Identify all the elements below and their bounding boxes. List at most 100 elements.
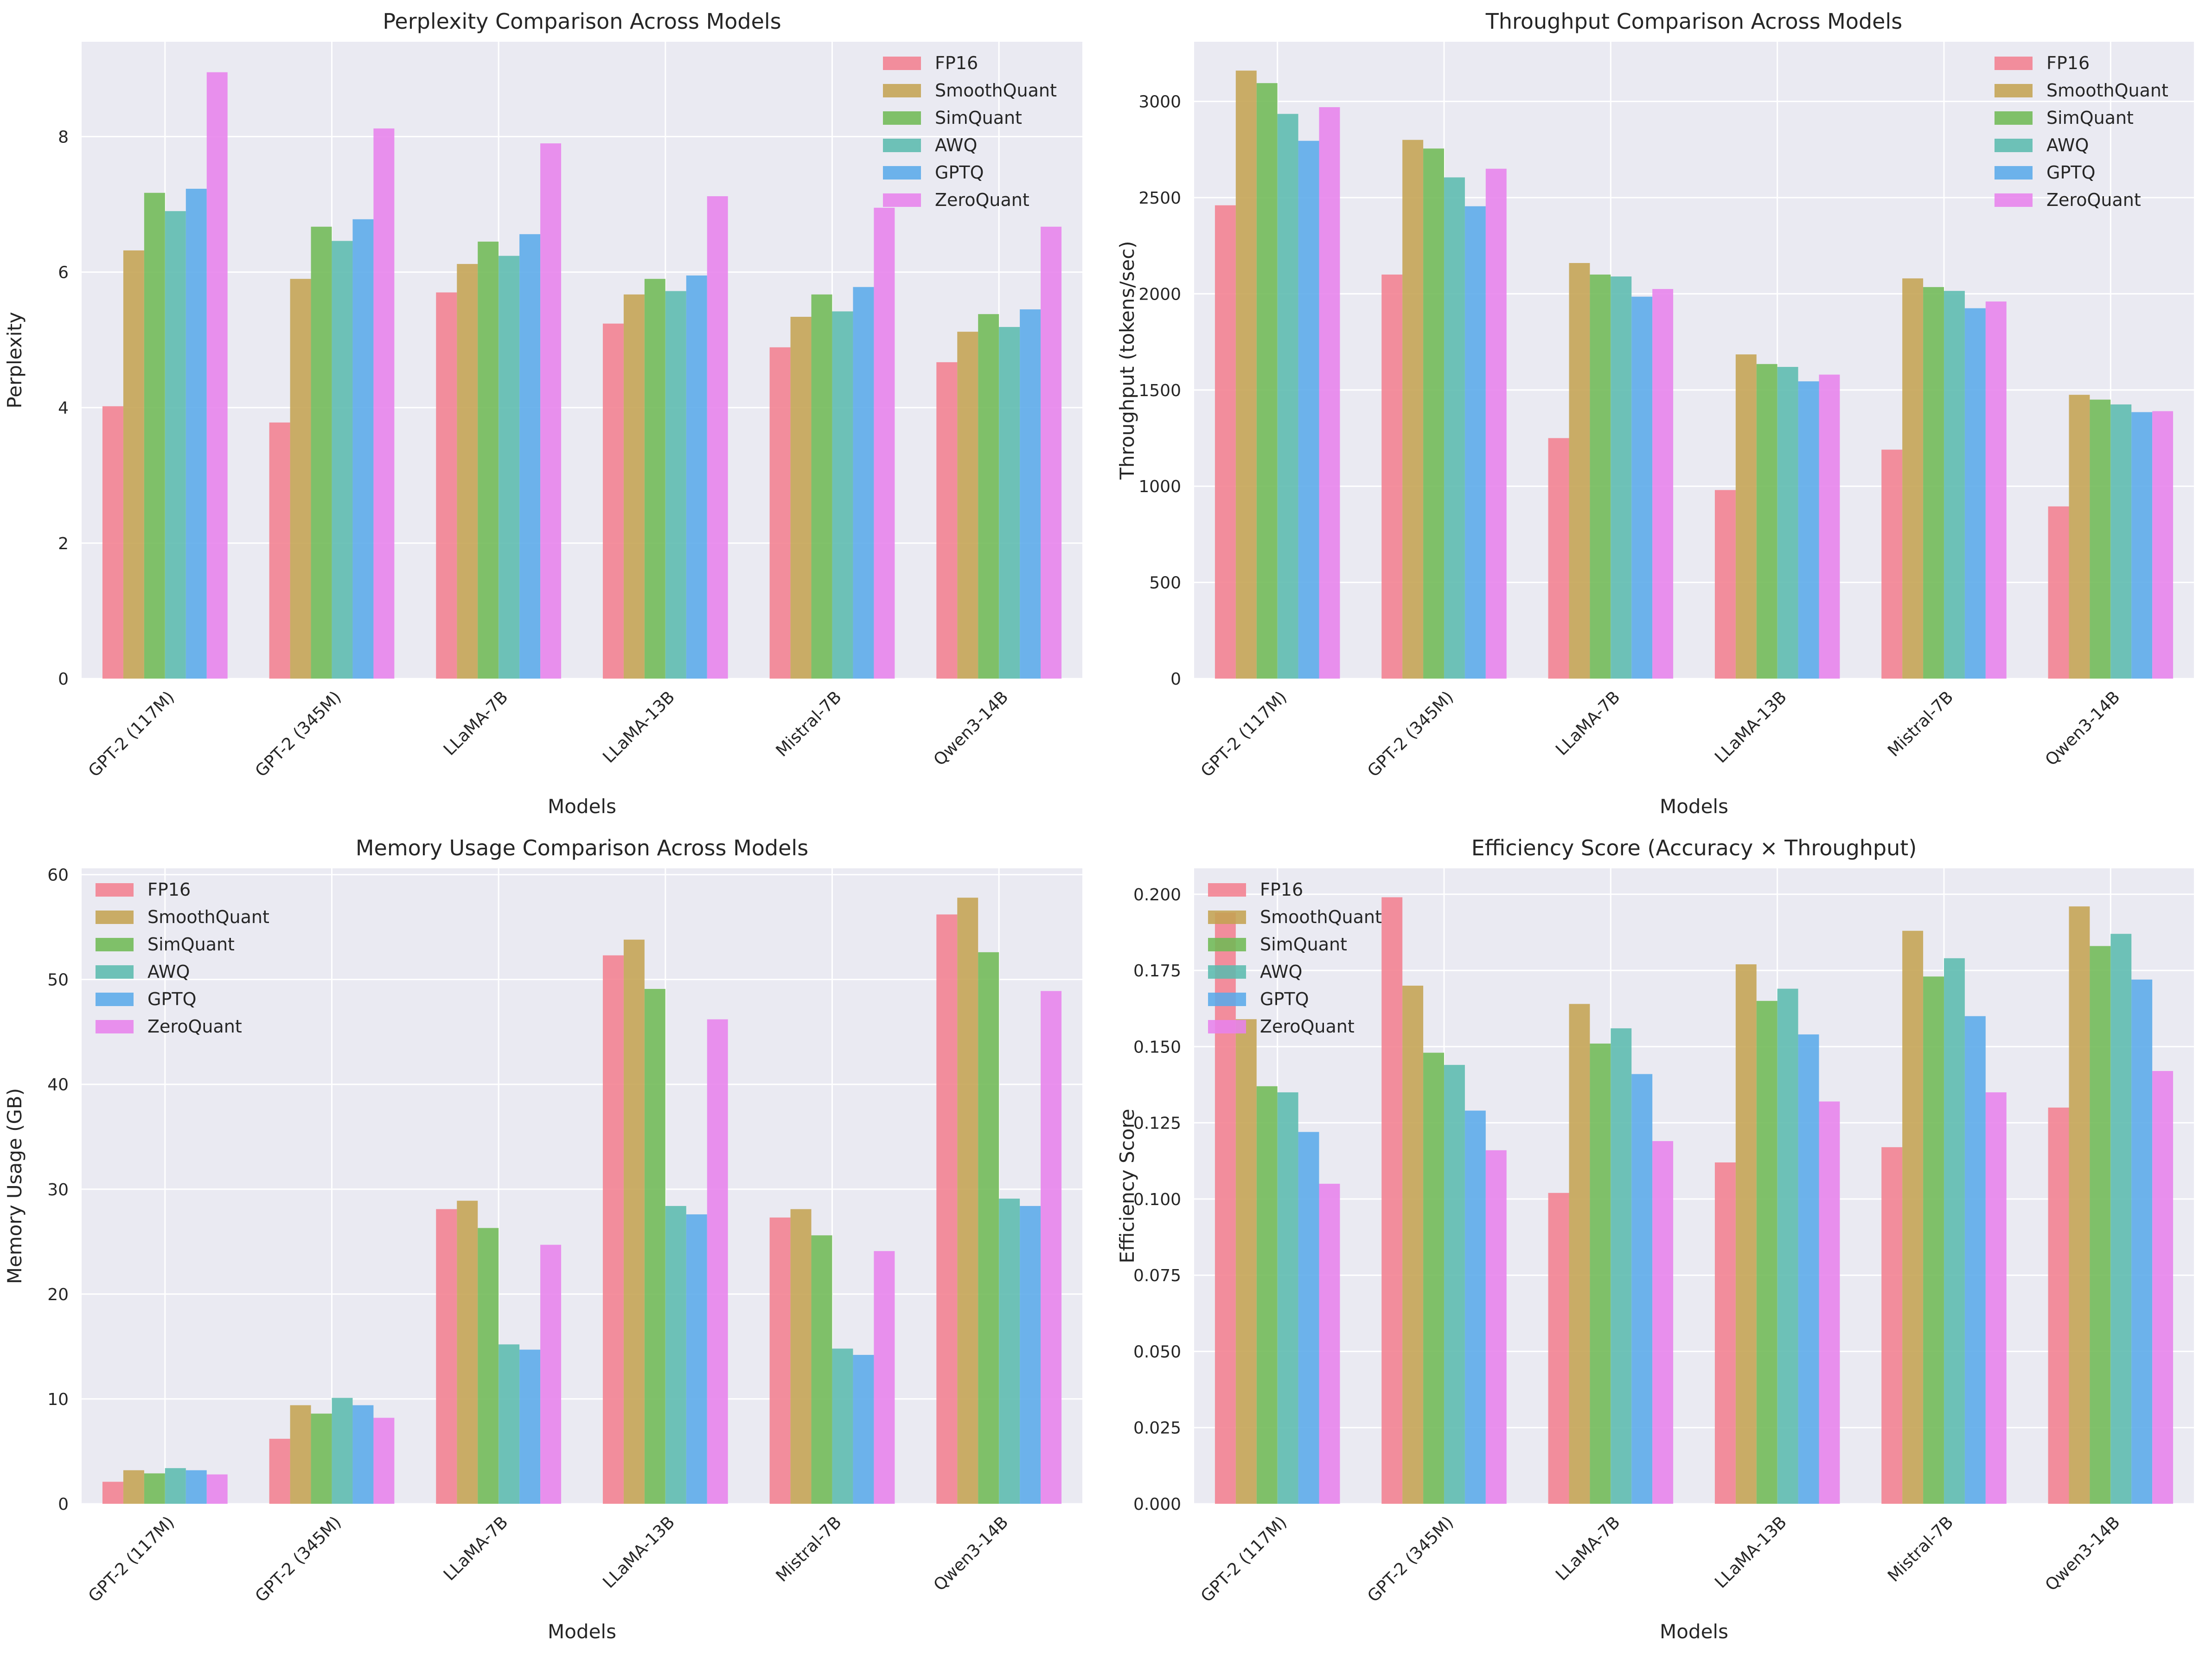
bar-zeroquant-1 (1319, 1184, 1340, 1504)
bar-zeroquant-4 (1819, 374, 1840, 679)
legend-swatch-zeroquant (96, 1020, 134, 1033)
x-axis-label: Models (1660, 795, 1728, 818)
bar-awq-1 (1277, 114, 1298, 679)
y-tick-label: 2 (58, 534, 69, 553)
bar-simquant-1 (144, 192, 165, 679)
y-tick-label: 2500 (1138, 189, 1181, 208)
x-tick-label: LLaMA-13B (1711, 687, 1790, 767)
bar-fp16-6 (2048, 506, 2069, 679)
bar-gptq-1 (1298, 141, 1319, 679)
legend-swatch-fp16 (96, 883, 134, 897)
bar-smoothquant-4 (1735, 964, 1757, 1504)
legend-swatch-zeroquant (1995, 193, 2033, 207)
y-tick-label: 10 (47, 1390, 69, 1409)
bar-fp16-6 (936, 362, 958, 679)
bar-gptq-1 (1298, 1132, 1319, 1504)
bar-fp16-2 (269, 422, 290, 679)
bar-awq-4 (665, 291, 686, 679)
bar-awq-6 (999, 1199, 1020, 1504)
bar-smoothquant-6 (2069, 906, 2090, 1504)
legend-swatch-smoothquant (1208, 911, 1246, 924)
bar-gptq-3 (519, 1349, 541, 1504)
bar-smoothquant-2 (1402, 985, 1424, 1504)
bar-awq-6 (999, 327, 1020, 679)
bar-awq-1 (165, 1468, 186, 1504)
bar-gptq-1 (185, 188, 207, 679)
bar-simquant-4 (1756, 364, 1777, 679)
legend-swatch-gptq (96, 993, 134, 1006)
y-tick-label: 20 (47, 1285, 69, 1304)
y-tick-label: 0 (58, 670, 69, 689)
bar-smoothquant-5 (1902, 278, 1924, 679)
legend-swatch-awq (96, 965, 134, 979)
legend-label: AWQ (1260, 962, 1302, 982)
bar-fp16-1 (102, 1482, 123, 1504)
x-tick-label: LLaMA-13B (599, 687, 678, 767)
legend-label: AWQ (2046, 135, 2089, 155)
y-axis-label: Memory Usage (GB) (3, 1088, 26, 1284)
bar-fp16-1 (102, 406, 123, 679)
legend-label: GPTQ (1260, 989, 1309, 1009)
x-tick-label: GPT-2 (345M) (252, 687, 345, 781)
bar-smoothquant-4 (1735, 354, 1757, 679)
y-tick-label: 0.025 (1133, 1419, 1181, 1438)
bar-simquant-4 (644, 988, 665, 1504)
bar-awq-1 (165, 211, 186, 679)
bar-zeroquant-3 (540, 143, 562, 679)
bar-zeroquant-5 (874, 1251, 895, 1504)
bar-gptq-6 (1020, 1206, 1041, 1504)
bar-awq-3 (499, 256, 520, 679)
bar-fp16-6 (936, 914, 958, 1504)
legend-swatch-simquant (883, 111, 921, 125)
x-axis-label: Models (548, 795, 616, 818)
bar-simquant-2 (311, 226, 332, 679)
x-tick-label: GPT-2 (117M) (85, 687, 178, 781)
bar-simquant-5 (811, 294, 832, 679)
bar-awq-3 (1611, 1028, 1632, 1504)
y-tick-label: 0.200 (1133, 885, 1181, 904)
bar-awq-6 (2110, 404, 2132, 679)
bar-simquant-5 (1923, 287, 1944, 679)
bar-zeroquant-6 (2152, 411, 2174, 679)
legend-label: GPTQ (2046, 162, 2095, 183)
bar-zeroquant-2 (373, 1418, 395, 1504)
bar-gptq-2 (352, 219, 374, 679)
legend-label: FP16 (147, 879, 191, 900)
y-tick-label: 0 (58, 1495, 69, 1514)
y-tick-label: 4 (58, 399, 69, 418)
bar-simquant-3 (1590, 274, 1611, 679)
bar-simquant-2 (1423, 148, 1444, 679)
bar-gptq-5 (1964, 308, 1986, 679)
legend: FP16 SmoothQuant SimQuant AWQ GPTQ ZeroQuant (1995, 53, 2168, 210)
bar-simquant-6 (2090, 946, 2111, 1504)
legend-swatch-fp16 (883, 57, 921, 70)
bar-zeroquant-2 (1485, 1150, 1507, 1504)
bar-fp16-3 (436, 1209, 457, 1504)
x-tick-label: Mistral-7B (1884, 687, 1957, 760)
legend: FP16 SmoothQuant SimQuant AWQ GPTQ ZeroQuant (883, 53, 1057, 210)
bar-smoothquant-3 (1569, 1004, 1590, 1504)
chart-panel-2: 0 500 1000 1500 2000 2500 3000 GPT-2 (117M) GPT-… (1116, 9, 2194, 818)
bar-simquant-2 (1423, 1052, 1444, 1504)
legend-label: GPTQ (935, 162, 984, 183)
bar-zeroquant-6 (1041, 226, 1062, 679)
bar-smoothquant-6 (2069, 395, 2090, 679)
bar-zeroquant-5 (1985, 1092, 2007, 1504)
bar-simquant-3 (478, 241, 499, 679)
bar-awq-3 (499, 1344, 520, 1504)
legend-label: FP16 (1260, 879, 1303, 900)
legend-label: SmoothQuant (147, 907, 269, 927)
bar-smoothquant-3 (457, 1200, 478, 1504)
y-tick-label: 0.050 (1133, 1342, 1181, 1361)
x-axis-label: Models (1660, 1620, 1728, 1643)
bar-awq-6 (2110, 934, 2132, 1504)
chart-title: Throughput Comparison Across Models (1485, 9, 1902, 34)
bar-gptq-4 (686, 275, 707, 679)
legend-label: AWQ (147, 962, 190, 982)
y-tick-label: 1000 (1138, 477, 1181, 496)
legend-swatch-fp16 (1995, 57, 2033, 70)
y-tick-label: 0.000 (1133, 1495, 1181, 1514)
x-tick-label: Qwen3-14B (930, 687, 1012, 770)
bar-smoothquant-1 (123, 1470, 144, 1504)
